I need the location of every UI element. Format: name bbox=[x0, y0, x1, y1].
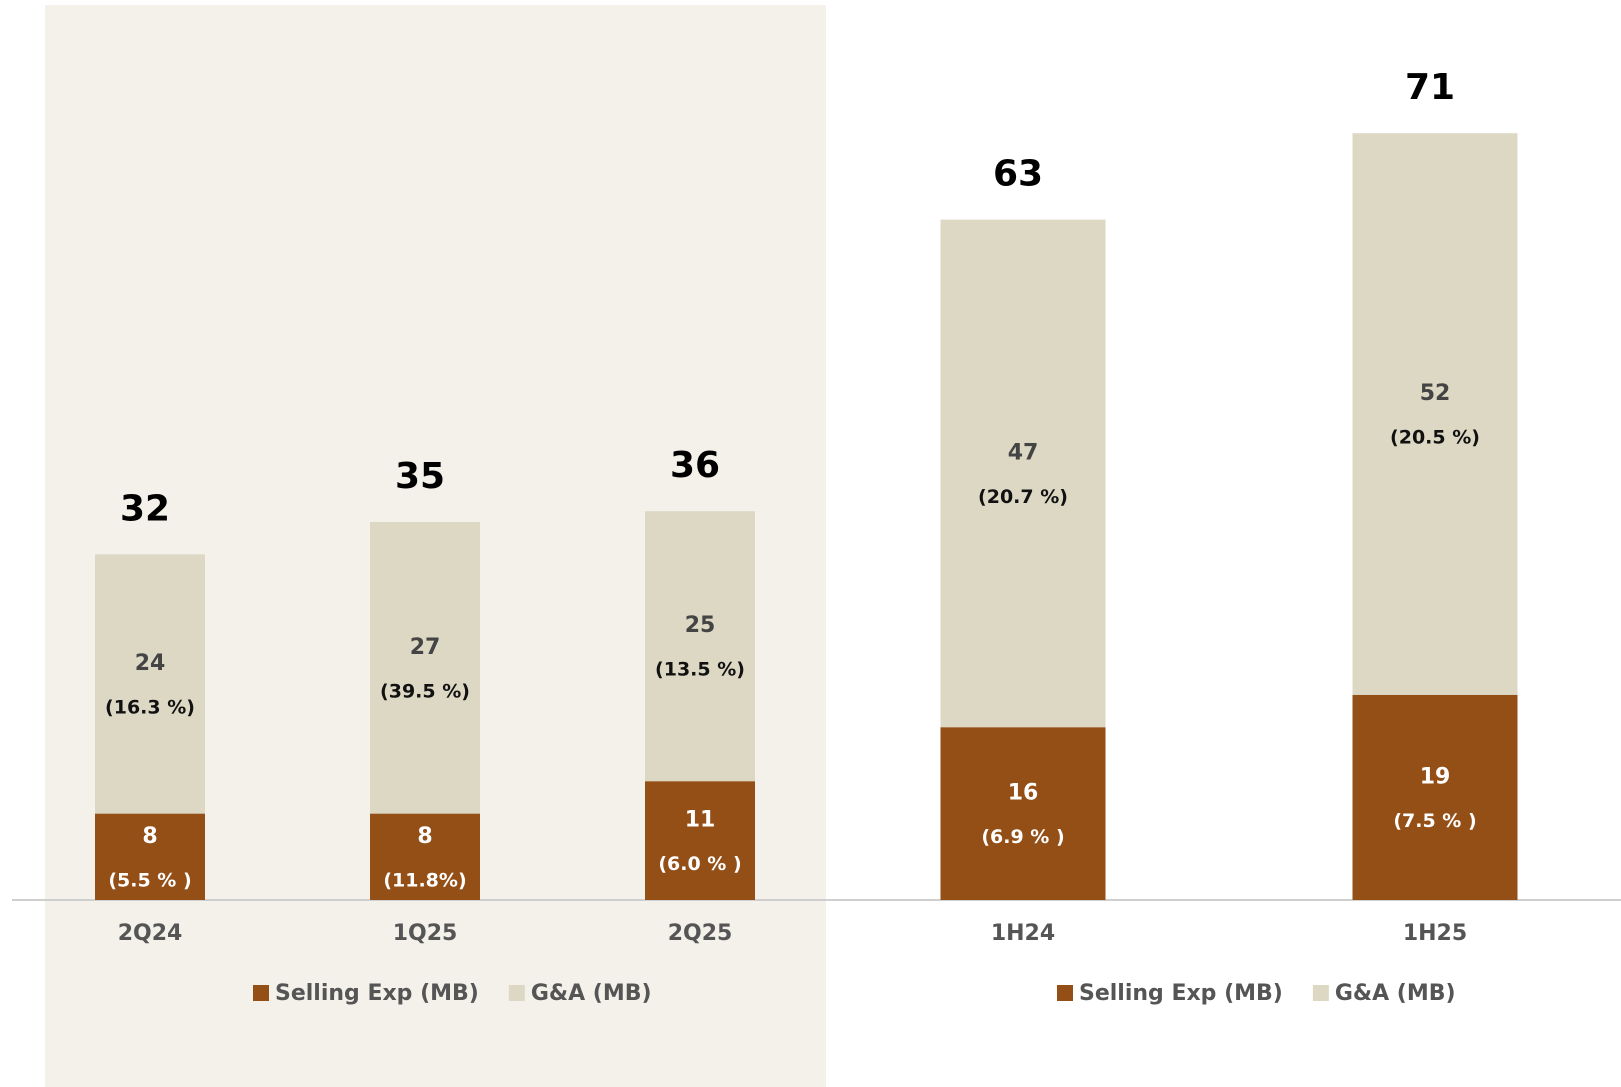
segment-percent-label: (13.5 %) bbox=[655, 659, 745, 681]
segment-percent-label: (20.7 %) bbox=[978, 486, 1068, 508]
segment-value-label: 47 bbox=[1008, 440, 1039, 465]
segment-percent-label: (39.5 %) bbox=[380, 680, 470, 702]
segment-percent-label: (11.8%) bbox=[383, 869, 466, 891]
total-label: 32 bbox=[120, 488, 170, 529]
segment-value-label: 11 bbox=[685, 808, 716, 833]
legend-swatch bbox=[1312, 985, 1329, 1001]
segment-value-label: 19 bbox=[1420, 764, 1451, 789]
bar-segment bbox=[1352, 694, 1518, 900]
segment-percent-label: (16.3 %) bbox=[105, 697, 195, 719]
x-tick-label: 1Q25 bbox=[393, 921, 458, 946]
x-tick-label: 1H25 bbox=[1403, 921, 1467, 946]
x-tick-label: 2Q25 bbox=[668, 921, 733, 946]
segment-value-label: 24 bbox=[135, 651, 166, 676]
legend-label: G&A (MB) bbox=[1335, 981, 1456, 1006]
bar-segment bbox=[645, 511, 755, 782]
bar-segment bbox=[95, 813, 205, 900]
segment-percent-label: (20.5 %) bbox=[1390, 427, 1480, 449]
segment-value-label: 25 bbox=[685, 613, 716, 638]
legend-label: Selling Exp (MB) bbox=[275, 981, 479, 1006]
bar-segment bbox=[940, 727, 1106, 900]
bar-segment bbox=[370, 522, 480, 814]
segment-value-label: 8 bbox=[417, 824, 432, 849]
legend-swatch bbox=[253, 985, 269, 1001]
bar-segment bbox=[645, 781, 755, 900]
bar-segment bbox=[1352, 133, 1518, 695]
segment-percent-label: (5.5 % ) bbox=[108, 869, 191, 891]
total-label: 35 bbox=[395, 456, 445, 497]
bar-segment bbox=[95, 554, 205, 814]
x-tick-label: 1H24 bbox=[991, 921, 1055, 946]
segment-percent-label: (6.0 % ) bbox=[658, 853, 741, 875]
segment-percent-label: (7.5 % ) bbox=[1393, 810, 1476, 832]
total-label: 71 bbox=[1405, 67, 1455, 108]
segment-value-label: 52 bbox=[1420, 381, 1451, 406]
legend-swatch bbox=[508, 985, 525, 1001]
total-label: 36 bbox=[670, 445, 720, 486]
segment-percent-label: (6.9 % ) bbox=[981, 826, 1064, 848]
legend-swatch bbox=[1057, 985, 1073, 1001]
legend-label: Selling Exp (MB) bbox=[1079, 981, 1283, 1006]
segment-value-label: 8 bbox=[142, 824, 157, 849]
x-tick-label: 2Q24 bbox=[118, 921, 183, 946]
segment-value-label: 27 bbox=[410, 635, 441, 660]
bar-segment bbox=[940, 219, 1106, 728]
total-label: 63 bbox=[993, 154, 1043, 195]
legend-label: G&A (MB) bbox=[531, 981, 652, 1006]
bar-segment bbox=[370, 813, 480, 900]
segment-value-label: 16 bbox=[1008, 781, 1039, 806]
